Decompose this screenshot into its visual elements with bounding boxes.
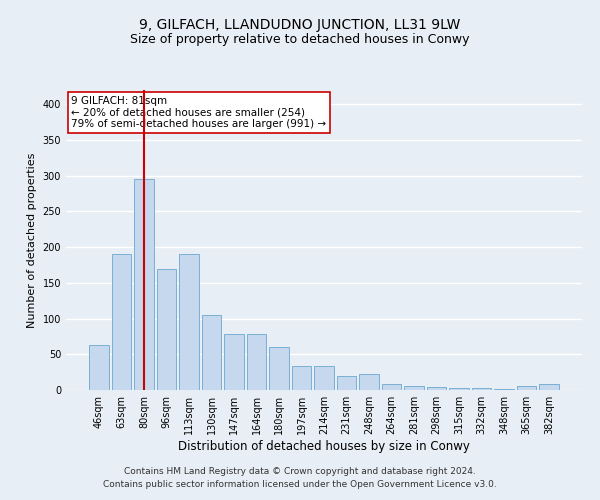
Bar [314,366,334,390]
Bar [382,384,401,390]
Text: 9 GILFACH: 81sqm
← 20% of detached houses are smaller (254)
79% of semi-detached: 9 GILFACH: 81sqm ← 20% of detached house… [71,96,326,129]
Bar [202,315,221,390]
Bar [472,388,491,390]
Bar [337,376,356,390]
Bar [269,347,289,390]
Bar [517,386,536,390]
Bar [449,388,469,390]
Bar [134,180,154,390]
Bar [157,268,176,390]
Bar [179,254,199,390]
Text: 9, GILFACH, LLANDUDNO JUNCTION, LL31 9LW: 9, GILFACH, LLANDUDNO JUNCTION, LL31 9LW [139,18,461,32]
Text: Contains HM Land Registry data © Crown copyright and database right 2024.: Contains HM Land Registry data © Crown c… [124,467,476,476]
Bar [292,366,311,390]
Bar [404,386,424,390]
Bar [494,388,514,390]
Bar [539,384,559,390]
Bar [224,334,244,390]
Text: Contains public sector information licensed under the Open Government Licence v3: Contains public sector information licen… [103,480,497,489]
Bar [427,387,446,390]
Text: Size of property relative to detached houses in Conwy: Size of property relative to detached ho… [130,32,470,46]
Bar [112,254,131,390]
Bar [89,345,109,390]
Bar [247,334,266,390]
Y-axis label: Number of detached properties: Number of detached properties [27,152,37,328]
Bar [359,374,379,390]
X-axis label: Distribution of detached houses by size in Conwy: Distribution of detached houses by size … [178,440,470,452]
